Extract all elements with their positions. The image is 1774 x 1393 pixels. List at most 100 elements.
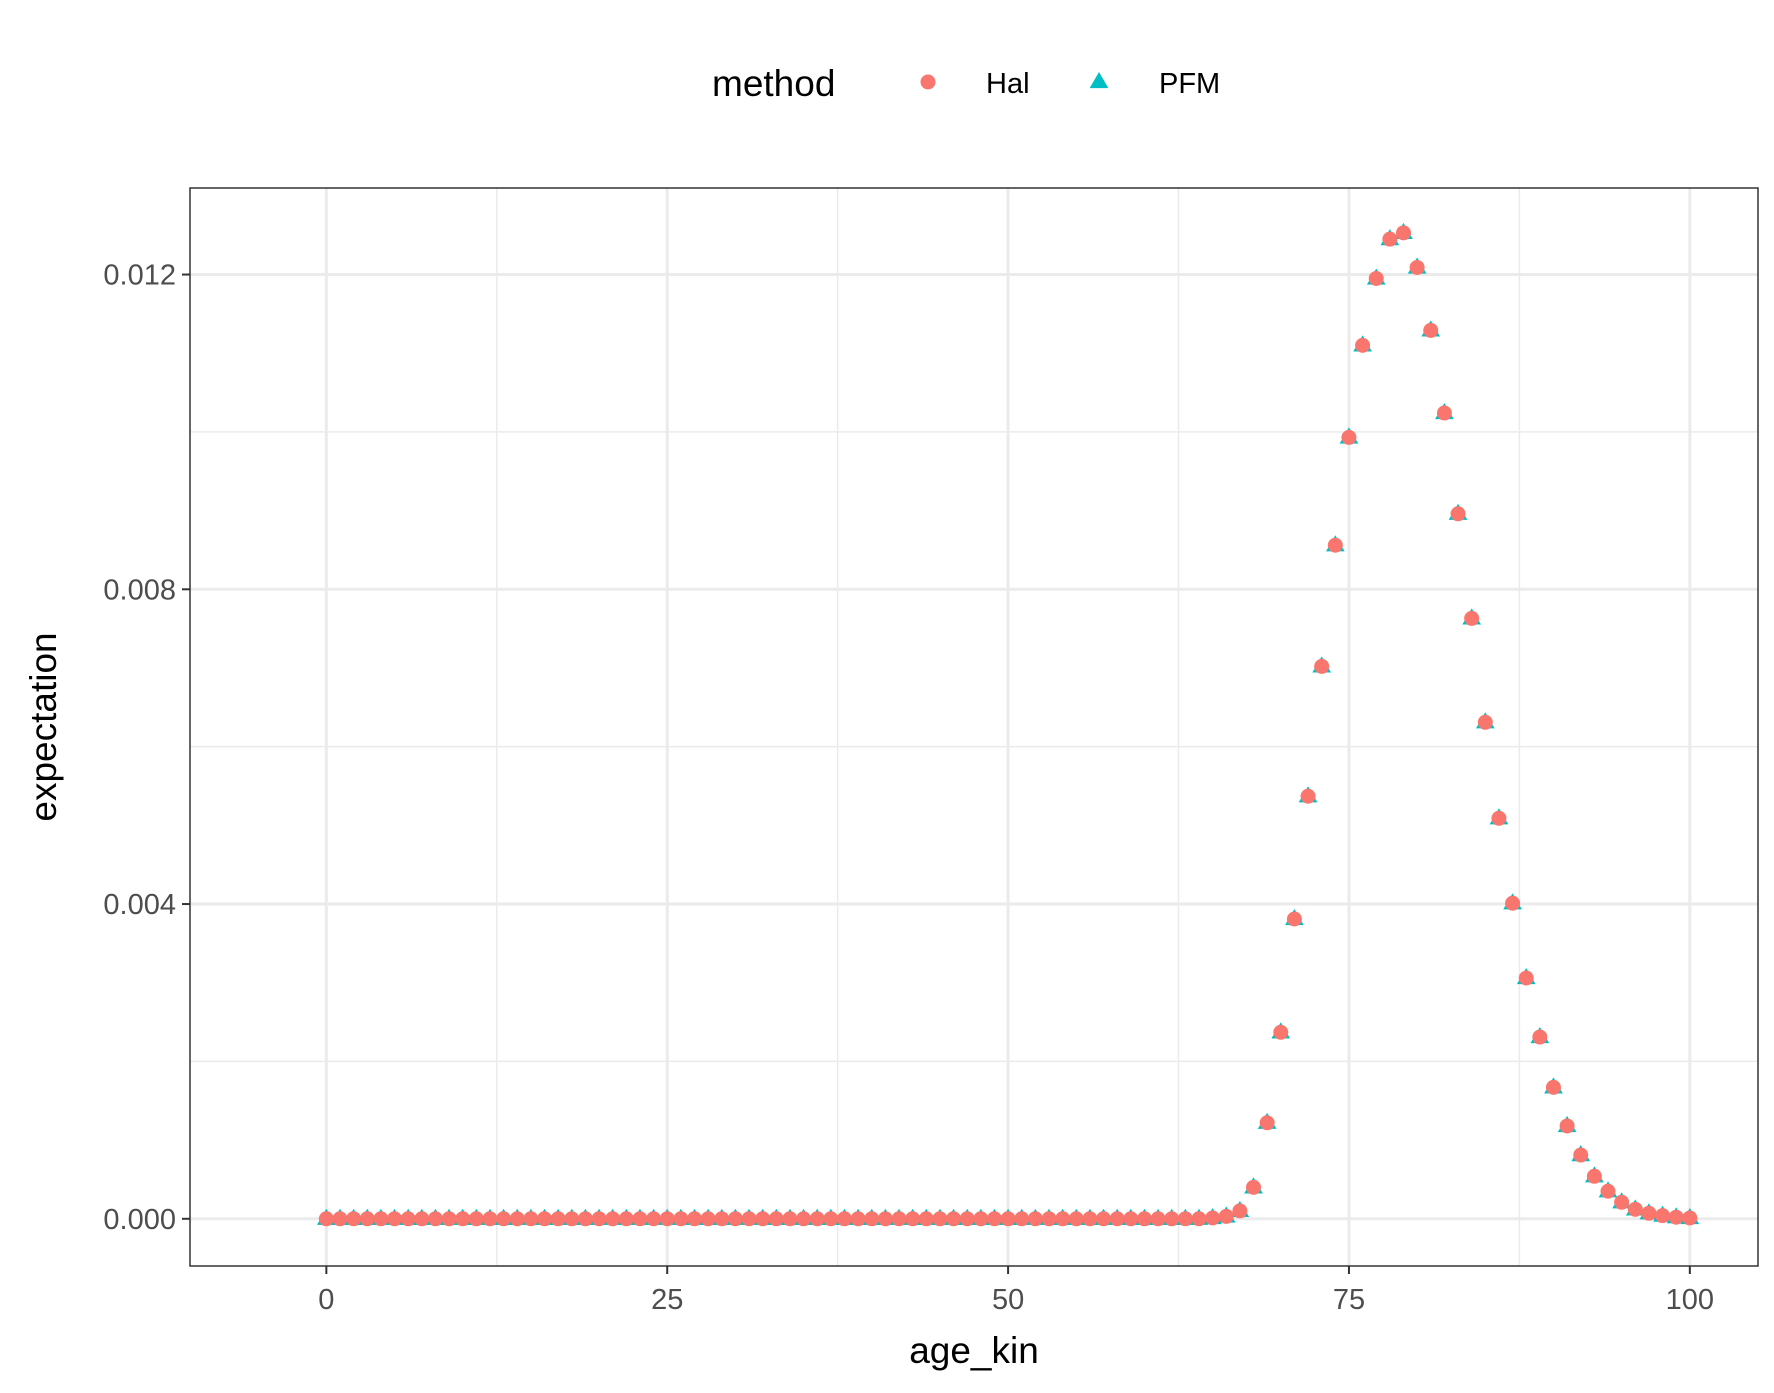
- legend-entries: Hal PFM: [920, 68, 1220, 100]
- point-hal: [400, 1211, 416, 1227]
- point-hal: [727, 1211, 743, 1227]
- point-hal: [700, 1211, 716, 1227]
- series-hal: [318, 225, 1698, 1227]
- point-hal: [823, 1211, 839, 1227]
- point-hal: [659, 1211, 675, 1227]
- point-hal: [1109, 1211, 1125, 1227]
- point-hal: [1014, 1211, 1030, 1227]
- point-hal: [373, 1211, 389, 1227]
- x-tick-label: 50: [992, 1284, 1024, 1316]
- point-hal: [1518, 970, 1534, 986]
- point-hal: [809, 1211, 825, 1227]
- point-hal: [1505, 895, 1521, 911]
- point-hal: [1314, 658, 1330, 674]
- point-hal: [441, 1211, 457, 1227]
- point-hal: [1027, 1211, 1043, 1227]
- y-tick-label: 0.008: [103, 574, 176, 606]
- point-hal: [755, 1211, 771, 1227]
- y-axis: 0.000 0.004 0.008 0.012: [103, 260, 190, 1236]
- point-hal: [1177, 1211, 1193, 1227]
- point-hal: [1136, 1211, 1152, 1227]
- point-hal: [1450, 506, 1466, 522]
- point-hal: [782, 1211, 798, 1227]
- point-hal: [1205, 1210, 1221, 1226]
- plot-panel: [189, 187, 1759, 1267]
- point-hal: [959, 1211, 975, 1227]
- point-hal: [646, 1211, 662, 1227]
- minor-gridlines: [190, 188, 1758, 1266]
- point-hal: [1218, 1208, 1234, 1224]
- point-hal: [1041, 1211, 1057, 1227]
- point-hal: [1423, 322, 1439, 338]
- point-hal: [564, 1211, 580, 1227]
- point-hal: [387, 1211, 403, 1227]
- point-hal: [359, 1211, 375, 1227]
- x-tick-label: 75: [1333, 1284, 1365, 1316]
- point-hal: [1627, 1201, 1643, 1217]
- point-hal: [946, 1211, 962, 1227]
- point-hal: [836, 1211, 852, 1227]
- point-hal: [577, 1211, 593, 1227]
- point-hal: [1545, 1079, 1561, 1095]
- y-tick-label: 0.004: [103, 889, 176, 921]
- legend-key-hal: [920, 74, 936, 90]
- point-hal: [1246, 1179, 1262, 1195]
- point-hal: [1491, 810, 1507, 826]
- point-hal: [1355, 337, 1371, 353]
- point-hal: [1614, 1194, 1630, 1210]
- point-hal: [905, 1211, 921, 1227]
- major-gridlines: [190, 188, 1758, 1266]
- point-hal: [1000, 1211, 1016, 1227]
- point-hal: [1286, 911, 1302, 927]
- point-hal: [864, 1211, 880, 1227]
- point-hal: [632, 1211, 648, 1227]
- point-hal: [1055, 1211, 1071, 1227]
- point-hal: [1341, 429, 1357, 445]
- point-hal: [714, 1211, 730, 1227]
- point-hal: [1191, 1211, 1207, 1227]
- x-axis: 0 25 50 75 100: [318, 1266, 1714, 1316]
- point-hal: [455, 1211, 471, 1227]
- point-hal: [1477, 714, 1493, 730]
- legend-key-pfm: [1089, 71, 1109, 89]
- point-hal: [523, 1211, 539, 1227]
- point-hal: [1464, 610, 1480, 626]
- point-hal: [1682, 1210, 1698, 1226]
- point-hal: [509, 1211, 525, 1227]
- point-hal: [741, 1211, 757, 1227]
- legend-title: method: [712, 63, 835, 104]
- point-hal: [1123, 1211, 1139, 1227]
- legend: method Hal PFM: [712, 63, 1220, 104]
- point-hal: [496, 1211, 512, 1227]
- y-tick-label: 0.000: [103, 1204, 176, 1236]
- point-hal: [932, 1211, 948, 1227]
- point-hal: [1668, 1209, 1684, 1225]
- point-hal: [1300, 788, 1316, 804]
- point-hal: [618, 1211, 634, 1227]
- point-hal: [877, 1211, 893, 1227]
- point-hal: [1641, 1205, 1657, 1221]
- x-tick-label: 100: [1666, 1284, 1714, 1316]
- point-hal: [1150, 1211, 1166, 1227]
- point-hal: [1586, 1168, 1602, 1184]
- panel-background: [190, 188, 1758, 1266]
- point-hal: [318, 1211, 334, 1227]
- point-hal: [427, 1211, 443, 1227]
- y-axis-title: expectation: [23, 632, 64, 821]
- point-hal: [414, 1211, 430, 1227]
- x-axis-title: age_kin: [909, 1330, 1039, 1371]
- point-hal: [796, 1211, 812, 1227]
- panel-border: [189, 187, 1759, 1267]
- point-hal: [537, 1211, 553, 1227]
- point-hal: [591, 1211, 607, 1227]
- point-hal: [1164, 1211, 1180, 1227]
- point-hal: [1409, 259, 1425, 275]
- point-hal: [1327, 537, 1343, 553]
- point-hal: [768, 1211, 784, 1227]
- x-tick-label: 25: [651, 1284, 683, 1316]
- point-hal: [1382, 231, 1398, 247]
- point-hal: [1232, 1203, 1248, 1219]
- legend-label-hal: Hal: [986, 68, 1030, 100]
